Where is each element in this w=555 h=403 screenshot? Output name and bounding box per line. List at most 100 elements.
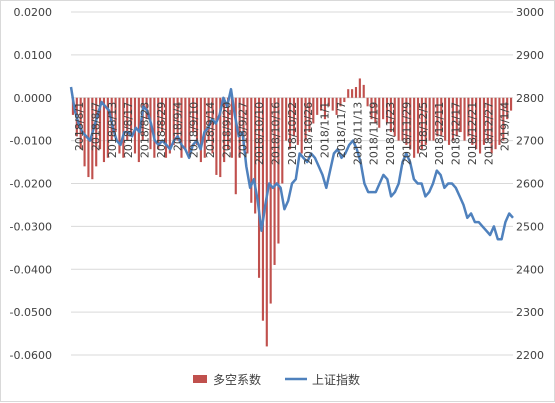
bar: [242, 97, 245, 145]
bar: [374, 97, 377, 124]
bar: [405, 97, 408, 145]
left-y-tick-label: 0.0000: [14, 92, 53, 105]
bar: [238, 97, 241, 158]
left-y-tick-label: -0.0300: [10, 220, 52, 233]
bar: [250, 97, 253, 203]
x-tick-label: 2018/8/1: [73, 102, 86, 151]
bar: [261, 97, 264, 321]
bar: [351, 89, 354, 98]
bar: [203, 97, 206, 158]
x-tick-label: 2019/1/4: [499, 102, 512, 151]
bar: [234, 97, 237, 195]
bar: [362, 84, 365, 98]
x-tick-label: 2018/11/29: [400, 102, 413, 165]
right-y-tick-label: 2200: [516, 349, 544, 362]
x-tick-label: 2018/8/13: [106, 102, 119, 158]
left-y-tick-label: -0.0100: [10, 135, 52, 148]
bar: [122, 97, 125, 158]
bar: [463, 97, 466, 141]
x-tick-label: 2018/12/27: [482, 102, 495, 165]
x-tick-label: 2018/10/22: [286, 102, 299, 165]
bar: [447, 97, 451, 145]
bar: [416, 97, 420, 154]
bar: [382, 97, 385, 120]
bar: [459, 97, 462, 133]
x-tick-label: 2018/9/10: [188, 102, 201, 158]
left-y-tick-label: -0.0400: [10, 263, 52, 276]
line-series: [69, 86, 514, 241]
right-y-tick-label: 2300: [516, 306, 544, 319]
x-tick-label: 2018/10/26: [302, 102, 315, 165]
bar: [164, 97, 168, 158]
bar: [509, 97, 513, 111]
bar: [370, 97, 373, 120]
bar: [114, 97, 117, 133]
bar: [223, 97, 226, 163]
bar: [176, 97, 179, 141]
bar: [102, 97, 106, 163]
bar: [192, 97, 195, 133]
bar: [397, 97, 400, 141]
bar: [444, 97, 447, 141]
x-tick-label: 2018/11/19: [368, 102, 381, 165]
bar: [226, 97, 230, 150]
bar: [506, 97, 509, 120]
bar: [157, 97, 160, 150]
bar: [292, 97, 296, 137]
left-y-axis: 0.0200 0.0100 0.0000 -0.0100 -0.0200 -0.0300 -…: [10, 6, 52, 362]
bar: [455, 97, 458, 137]
x-tick-label: 2018/8/23: [139, 102, 152, 158]
x-tick-label: 2018/8/29: [155, 102, 168, 158]
x-tick-label: 2018/12/21: [466, 102, 479, 165]
right-y-tick-label: 2500: [516, 220, 544, 233]
bar: [498, 97, 501, 145]
bar: [79, 97, 82, 150]
bar: [436, 97, 439, 137]
bar: [339, 97, 342, 107]
bar: [467, 97, 470, 137]
left-y-tick-label: -0.0600: [10, 349, 52, 362]
bar: [91, 97, 94, 180]
x-tick-label: 2018/8/17: [122, 102, 135, 158]
bar: [257, 97, 261, 278]
x-axis-labels: 2018/8/1 2018/8/7 2018/8/13 2018/8/17 2018/8…: [73, 102, 512, 165]
bar: [254, 97, 257, 214]
bar: [366, 97, 369, 107]
bar: [172, 97, 175, 145]
bar: [300, 97, 303, 154]
bar: [199, 97, 202, 163]
bar: [494, 97, 497, 150]
x-tick-label: 2018/9/20: [220, 102, 233, 158]
right-y-tick-label: 2900: [516, 49, 544, 62]
right-y-tick-label: 3000: [516, 6, 544, 19]
right-y-tick-label: 2800: [516, 92, 544, 105]
x-tick-label: 2018/12/5: [417, 102, 430, 158]
bar: [288, 97, 292, 150]
x-tick-label: 2018/10/10: [253, 102, 266, 165]
bar: [471, 97, 474, 145]
bar: [281, 97, 284, 184]
bar: [118, 97, 121, 154]
bar: [273, 97, 276, 265]
bar: [285, 97, 288, 141]
x-tick-label: 2018/12/11: [433, 102, 446, 165]
x-tick-label: 2018/11/13: [351, 102, 364, 165]
bar: [95, 97, 98, 167]
bar: [490, 97, 493, 154]
x-tick-label: 2018/12/17: [450, 102, 463, 165]
bar: [83, 97, 86, 167]
legend: 多空系数 上证指数: [193, 372, 360, 387]
bar: [440, 97, 443, 137]
bar: [327, 97, 330, 107]
bar: [168, 97, 171, 154]
x-tick-label: 2018/9/27: [237, 102, 250, 158]
bar: [230, 97, 233, 158]
bar: [304, 97, 307, 141]
bar: [316, 97, 319, 115]
bar: [482, 97, 485, 145]
bar: [188, 97, 191, 154]
bar: [133, 97, 137, 154]
x-tick-label: 2018/9/14: [204, 102, 217, 158]
bar: [195, 97, 199, 145]
